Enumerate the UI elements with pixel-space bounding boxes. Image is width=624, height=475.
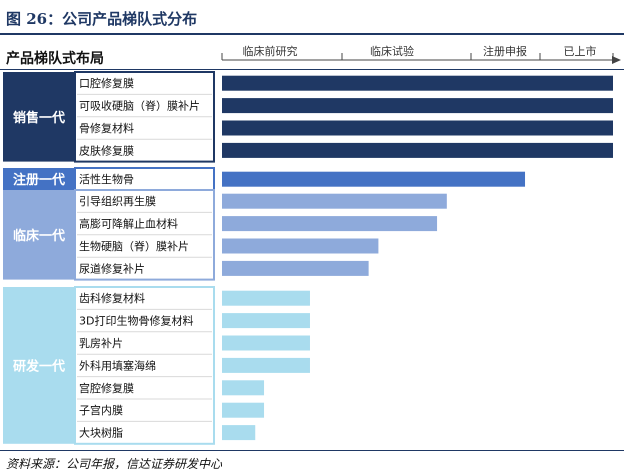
group-label: 注册一代: [13, 172, 65, 188]
product-label: 口腔修复膜: [79, 76, 134, 90]
group-band: [3, 287, 75, 444]
product-label: 生物硬脑（脊）膜补片: [79, 239, 189, 253]
product-bar: [222, 142, 613, 158]
product-label: 大块树脂: [79, 426, 123, 440]
product-bar: [222, 313, 310, 329]
group-band: [3, 168, 75, 191]
product-bar: [222, 98, 613, 114]
product-bar: [222, 171, 526, 187]
product-label: 外科用填塞海绵: [79, 358, 156, 372]
product-bar: [222, 260, 369, 276]
figure-title: 图 26：公司产品梯队式分布: [6, 10, 198, 28]
product-bar: [222, 402, 265, 418]
stage-axis-arrow: [612, 56, 621, 64]
stage-label: 临床试验: [370, 44, 414, 58]
product-label: 高膨可降解止血材料: [79, 217, 178, 231]
product-label: 可吸收硬脑（脊）膜补片: [79, 99, 200, 113]
source-note: 资料来源：公司年报，信达证券研发中心: [6, 457, 223, 471]
product-label: 3D打印生物骨修复材料: [79, 314, 193, 328]
product-label: 皮肤修复膜: [79, 143, 134, 157]
group-label: 研发一代: [13, 358, 65, 374]
header-rule: [0, 69, 624, 70]
product-bar: [222, 216, 438, 232]
group-label: 临床一代: [13, 228, 65, 244]
product-label: 子宫内膜: [79, 403, 123, 417]
product-label: 乳房补片: [79, 337, 123, 350]
stage-label: 已上市: [564, 44, 597, 58]
product-bar: [222, 425, 256, 441]
header-label: 产品梯队式布局: [6, 51, 104, 67]
group-band: [3, 72, 75, 162]
product-label: 宫腔修复膜: [79, 381, 134, 395]
product-label: 引导组织再生膜: [79, 194, 156, 208]
product-label: 尿道修复补片: [79, 261, 145, 275]
group-label: 销售一代: [13, 110, 65, 126]
product-label: 骨修复材料: [79, 121, 134, 135]
group-item-box: [74, 286, 215, 445]
product-bar: [222, 380, 265, 396]
product-bar: [222, 238, 379, 254]
product-label: 活性生物骨: [79, 172, 134, 186]
product-label: 齿科修复材料: [79, 291, 145, 305]
product-bar: [222, 120, 613, 136]
stage-label: 临床前研究: [243, 44, 298, 58]
product-bar: [222, 335, 310, 351]
product-bar: [222, 290, 310, 306]
title-rule: [0, 33, 624, 35]
product-bar: [222, 357, 310, 373]
group-band: [3, 190, 75, 280]
product-bar: [222, 193, 447, 209]
stage-label: 注册申报: [483, 44, 527, 58]
source-rule: [0, 450, 624, 451]
product-bar: [222, 75, 613, 91]
